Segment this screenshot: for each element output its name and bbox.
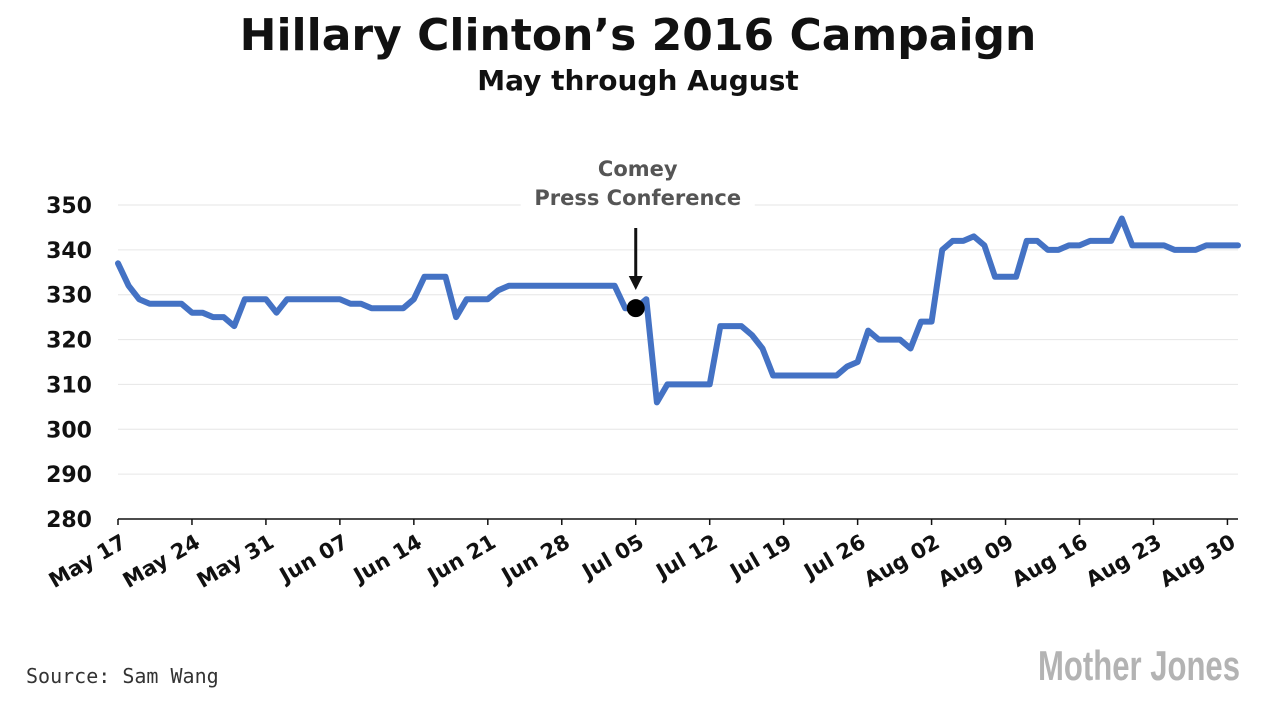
x-tick-label: Aug 02 bbox=[860, 530, 944, 592]
x-tick-label: May 17 bbox=[45, 530, 130, 593]
x-tick-label: Aug 30 bbox=[1156, 530, 1240, 592]
chart-subtitle: May through August bbox=[477, 64, 799, 97]
y-tick-label: 350 bbox=[46, 194, 92, 219]
x-tick-label: Jul 19 bbox=[724, 530, 795, 585]
annotation: Comey Press Conference bbox=[520, 157, 755, 290]
x-tick-label: Jun 21 bbox=[422, 530, 500, 589]
chart-title: Hillary Clinton’s 2016 Campaign bbox=[239, 10, 1037, 61]
annotation-arrow-head bbox=[628, 276, 643, 290]
x-tick-label: May 31 bbox=[193, 530, 278, 593]
y-tick-label: 330 bbox=[46, 284, 92, 309]
y-tick-label: 300 bbox=[46, 418, 92, 443]
y-tick-label: 280 bbox=[46, 508, 92, 533]
x-tick-label: Jul 12 bbox=[650, 530, 721, 585]
y-tick-label: 320 bbox=[46, 329, 92, 354]
y-tick-label: 340 bbox=[46, 239, 92, 264]
mother-jones-logo: Mother Jones bbox=[1038, 642, 1240, 688]
x-tick-label: Jun 14 bbox=[348, 530, 426, 589]
annotation-marker bbox=[626, 299, 645, 318]
source-note: Source: Sam Wang bbox=[26, 664, 219, 688]
x-tick-label: Jul 26 bbox=[798, 530, 869, 585]
y-tick-label: 290 bbox=[46, 463, 92, 488]
x-tick-label: Jun 07 bbox=[274, 530, 352, 589]
logo-text: Mother Jones bbox=[1038, 642, 1240, 688]
y-axis: 280 290 300 310 320 330 340 350 bbox=[46, 194, 92, 533]
series-line-0 bbox=[115, 215, 1241, 406]
x-tick-label: May 24 bbox=[119, 530, 204, 593]
x-tick-label: Aug 16 bbox=[1008, 530, 1092, 592]
series-group bbox=[115, 215, 1241, 406]
x-tick-label: Aug 09 bbox=[934, 530, 1018, 592]
annotation-label-line: Comey bbox=[598, 157, 678, 181]
x-tick-label: Jun 28 bbox=[496, 530, 574, 589]
annotation-backdrop bbox=[520, 192, 755, 218]
x-tick-label: Aug 23 bbox=[1082, 530, 1166, 592]
annotation-label-line: Press Conference bbox=[534, 186, 741, 210]
y-tick-label: 310 bbox=[46, 373, 92, 398]
x-tick-label: Jul 05 bbox=[577, 530, 648, 585]
